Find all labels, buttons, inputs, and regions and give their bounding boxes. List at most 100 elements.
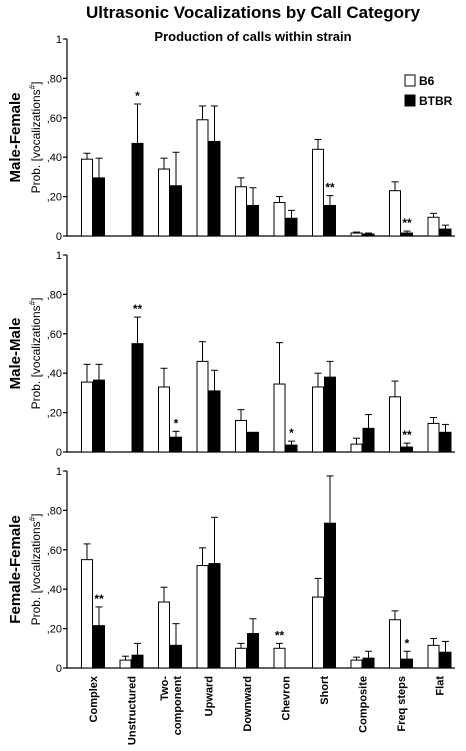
bar-btbr [131,142,144,237]
bar-b6 [235,647,247,669]
bar-btbr [362,657,375,669]
y-tick-label: ,20 [47,192,62,204]
category-label: Freq steps [396,676,408,732]
bar-b6 [158,386,170,453]
significance-marker: ** [133,302,143,316]
category-label: Unstructured [127,676,139,745]
bar-btbr [247,431,259,453]
bar-b6 [81,158,93,237]
bar-b6 [235,186,247,237]
bar-btbr [324,376,336,453]
bar-b6 [273,383,286,453]
bar-btbr [208,140,221,237]
significance-marker: ** [275,628,285,642]
significance-marker: * [289,426,294,440]
bar-btbr [439,431,452,453]
bar-btbr [401,658,413,669]
bar-b6 [158,601,170,669]
bar-btbr [170,644,182,669]
legend-label-btbr: BTBR [419,94,453,108]
bar-b6 [196,565,209,669]
category-label: Two-component [159,676,184,736]
y-tick-label: 0 [56,447,62,459]
y-tick-label: 1 [56,466,62,478]
bar-b6 [350,232,363,237]
y-tick-label: ,60 [47,545,62,557]
category-label: Chevron [281,676,293,721]
legend-swatch-btbr [404,94,416,107]
bar-b6 [350,659,363,669]
bar-btbr [362,233,375,237]
significance-marker: ** [94,592,104,606]
category-label: Flat [435,676,447,696]
y-tick-label: ,80 [47,73,62,85]
bar-btbr [93,625,105,669]
category-label: Short [319,676,331,705]
y-axis-label: Prob. [vocalizations#] [28,82,43,194]
legend-label-b6: B6 [419,74,435,88]
y-tick-label: ,20 [47,624,62,636]
bar-b6 [389,619,401,669]
significance-marker: * [174,416,179,430]
chart-subtitle: Production of calls within strain [154,29,351,44]
panel-label: Female-Female [7,515,24,623]
bar-b6 [389,190,401,237]
bar-b6 [273,647,286,669]
bar-btbr [170,185,182,237]
chart-title: Ultrasonic Vocalizations by Call Categor… [86,3,421,22]
bar-btbr [93,379,105,453]
category-label: Downward [242,676,254,732]
bar-btbr [401,232,413,237]
bar-b6 [81,381,93,453]
y-tick-label: 0 [56,663,62,675]
bar-b6 [427,644,440,669]
panel-1: 0 ,20 ,40 ,60 ,80 1 Male-Female Prob. [vocaliza… [7,34,455,243]
bar-btbr [362,427,375,453]
y-tick-label: ,60 [47,113,62,125]
bar-btbr [324,204,336,237]
bar-b6 [389,396,401,453]
y-tick-label: ,60 [47,329,62,341]
category-label: Composite [358,676,370,733]
significance-marker: ** [325,181,335,195]
y-tick-label: ,40 [47,152,62,164]
bar-btbr [439,651,452,669]
y-axis-label: Prob. [vocalizations#] [28,514,43,626]
y-tick-label: ,40 [47,584,62,596]
y-tick-label: ,80 [47,289,62,301]
bar-btbr [439,228,452,237]
legend-swatch-b6 [404,74,416,87]
panel-3: 0 ,20 ,40 ,60 ,80 1 Female-Female Prob. [vocali… [7,466,455,675]
bar-btbr [324,522,336,669]
y-axis-label: Prob. [vocalizations#] [28,298,43,410]
bar-btbr [131,654,144,669]
bar-btbr [285,217,298,237]
bar-btbr [401,446,413,453]
y-tick-label: 0 [56,231,62,243]
significance-marker: ** [402,428,412,442]
panel-2: 0 ,20 ,40 ,60 ,80 1 Male-Male Prob. [vocalizati… [7,250,455,459]
bar-b6 [235,419,247,453]
bar-btbr [170,436,182,453]
bar-b6 [312,148,324,237]
bar-b6 [119,659,132,669]
bar-btbr [247,204,259,237]
significance-marker: * [135,89,140,103]
bar-btbr [131,343,144,453]
y-tick-label: 1 [56,34,62,46]
significance-marker: ** [402,216,412,230]
bar-btbr [208,390,221,453]
bar-b6 [158,168,170,237]
bar-b6 [196,119,209,237]
y-tick-label: ,20 [47,408,62,420]
y-tick-label: ,40 [47,368,62,380]
bar-b6 [427,422,440,453]
bar-b6 [427,216,440,237]
category-label: Complex [88,675,100,722]
bar-btbr [247,633,259,669]
bar-btbr [208,563,221,669]
bar-b6 [196,360,209,453]
bar-b6 [312,386,324,453]
